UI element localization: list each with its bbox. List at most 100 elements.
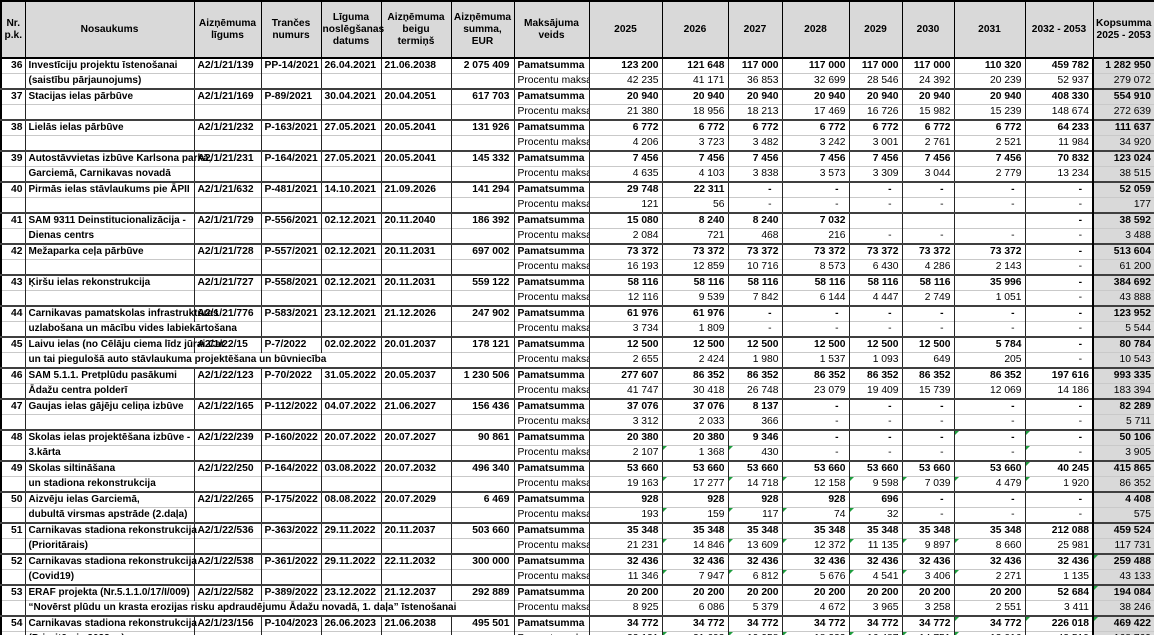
cell-nr-empty	[0, 321, 26, 337]
cell-end-date: 21.06.2038	[380, 57, 452, 74]
cell-signing-date-empty	[320, 383, 382, 399]
cell-year-value: 4 635	[588, 166, 663, 182]
cell-year-value: 15 739	[901, 383, 955, 399]
cell-year-value: 20 940	[901, 88, 955, 105]
cell-year-value: 7 947	[661, 569, 729, 585]
cell-year-value: 35 348	[848, 522, 903, 539]
cell-loan-contract-empty	[193, 104, 262, 120]
cell-year-value: -	[781, 398, 850, 415]
cell-total-value: 38 515	[1092, 166, 1154, 182]
cell-year-value: -	[901, 507, 955, 523]
cell-nr: 48	[0, 429, 26, 446]
cell-signing-date: 08.08.2022	[320, 491, 382, 508]
column-header-2027: 2027	[727, 0, 783, 59]
cell-project-name: Carnikavas stadiona rekonstrukcija	[24, 553, 197, 570]
cell-year-value: -	[848, 228, 903, 244]
cell-year-value: 21 231	[588, 538, 663, 554]
cell-end-date: 20.07.2029	[380, 491, 452, 508]
cell-signing-date-empty	[320, 445, 382, 461]
cell-year-value: 23 079	[781, 383, 850, 399]
cell-nr-empty	[0, 197, 26, 213]
cell-tranche-number-empty	[260, 321, 322, 337]
cell-project-name: Investīciju projektu īstenošanai	[24, 57, 195, 74]
cell-nr: 39	[0, 150, 26, 167]
cell-end-date-empty	[380, 352, 452, 368]
cell-total-value: 86 352	[1092, 476, 1154, 492]
cell-year-value: 73 372	[848, 243, 903, 260]
cell-tranche-number: P-481/2021	[260, 181, 322, 198]
cell-end-date: 20.01.2037	[380, 336, 452, 353]
cell-nr-empty	[0, 383, 26, 399]
cell-total-value: 384 692	[1092, 274, 1154, 291]
cell-payment-type: Procentu maksa	[513, 476, 590, 492]
cell-tranche-number: P-104/2023	[260, 615, 322, 632]
cell-nr: 37	[0, 88, 26, 105]
cell-loan-contract-empty	[193, 73, 262, 89]
cell-loan-contract-empty	[193, 569, 262, 585]
cell-end-date: 21.12.2026	[380, 305, 452, 322]
column-header-loan-amount: Aizņēmuma summa, EUR	[450, 0, 515, 59]
cell-year-value: -	[1024, 336, 1094, 353]
cell-year-value: 26 748	[727, 383, 783, 399]
cell-total-value: 43 133	[1092, 569, 1154, 585]
row-principal: 54 Carnikavas stadiona rekonstrukcija A2/1…	[0, 615, 1154, 632]
cell-year-value: 9 598	[848, 476, 903, 492]
cell-payment-type: Pamatsumma	[513, 57, 590, 74]
cell-payment-type: Procentu maksa	[513, 383, 590, 399]
cell-signing-date: 03.08.2022	[320, 460, 382, 477]
cell-project-name: Carnikavas stadiona rekonstrukcija	[24, 522, 197, 539]
cell-total-value: 993 335	[1092, 367, 1154, 384]
cell-year-value: -	[781, 197, 850, 213]
cell-year-value: 3 965	[848, 600, 903, 616]
cell-loan-contract: A2/1/23/156	[193, 615, 262, 632]
cell-year-value: 58 116	[901, 274, 955, 291]
cell-year-value: 12 500	[727, 336, 783, 353]
row-interest: (Covid19) Procentu maksa 11 346 7 947 6 812 5…	[0, 569, 1154, 585]
column-header-2025: 2025	[588, 0, 663, 59]
cell-year-value: 16 487	[848, 631, 903, 635]
cell-loan-amount-empty	[450, 73, 515, 89]
cell-loan-contract: A2/1/21/139	[193, 57, 262, 74]
cell-year-value: 56	[661, 197, 729, 213]
cell-payment-type: Procentu maksa	[513, 259, 590, 275]
cell-year-value: 20 940	[953, 88, 1026, 105]
cell-year-value: 197 616	[1024, 367, 1094, 384]
cell-signing-date-empty	[320, 259, 382, 275]
cell-year-value: -	[1024, 429, 1094, 446]
cell-end-date: 20.11.2031	[380, 243, 452, 260]
cell-loan-amount-empty	[450, 135, 515, 151]
cell-year-value: -	[727, 181, 783, 198]
cell-nr-empty	[0, 538, 26, 554]
cell-year-value: 2 655	[588, 352, 663, 368]
cell-year-value: 41 171	[661, 73, 729, 89]
row-interest: (saistību pārjaunojums) Procentu maksa 42 …	[0, 73, 1154, 89]
row-interest: un tai piegulošā auto stāvlaukuma projek…	[0, 352, 1154, 368]
cell-year-value: 14 186	[1024, 383, 1094, 399]
cell-payment-type: Procentu maksa	[513, 538, 590, 554]
cell-total-value: 272 639	[1092, 104, 1154, 120]
cell-project-name-line2: (saistību pārjaunojums)	[24, 73, 195, 89]
cell-year-value: -	[901, 197, 955, 213]
cell-year-value: 459 782	[1024, 57, 1094, 74]
cell-total-value: 183 394	[1092, 383, 1154, 399]
table-body: 36 Investīciju projektu īstenošanai A2/1/2…	[0, 57, 1154, 635]
cell-payment-type: Pamatsumma	[513, 212, 590, 229]
cell-signing-date: 30.04.2021	[320, 88, 382, 105]
cell-loan-contract-empty	[193, 259, 262, 275]
cell-loan-contract: A2/1/21/729	[193, 212, 262, 229]
column-header-end-date: Aizņēmuma beigu termiņš	[380, 0, 452, 59]
column-header-signing-date: Līguma noslēgšanas datums	[320, 0, 384, 59]
cell-payment-type: Pamatsumma	[513, 584, 590, 601]
row-interest: dubultā virsmas apstrāde (2.daļa) Procent…	[0, 507, 1154, 523]
cell-payment-type: Pamatsumma	[513, 181, 590, 198]
row-interest: Procentu maksa 121 56- - - - - -177	[0, 197, 1154, 213]
cell-total-value: 4 408	[1092, 491, 1154, 508]
cell-project-name: Carnikavas stadiona rekonstrukcija	[24, 615, 197, 632]
cell-year-value: 58 116	[727, 274, 783, 291]
cell-year-value: 1 368	[661, 445, 729, 461]
cell-total-value: 459 524	[1092, 522, 1154, 539]
cell-year-value: 32 436	[727, 553, 783, 570]
cell-loan-amount-empty	[450, 445, 515, 461]
cell-year-value: 3 838	[727, 166, 783, 182]
cell-year-value: -	[781, 445, 850, 461]
